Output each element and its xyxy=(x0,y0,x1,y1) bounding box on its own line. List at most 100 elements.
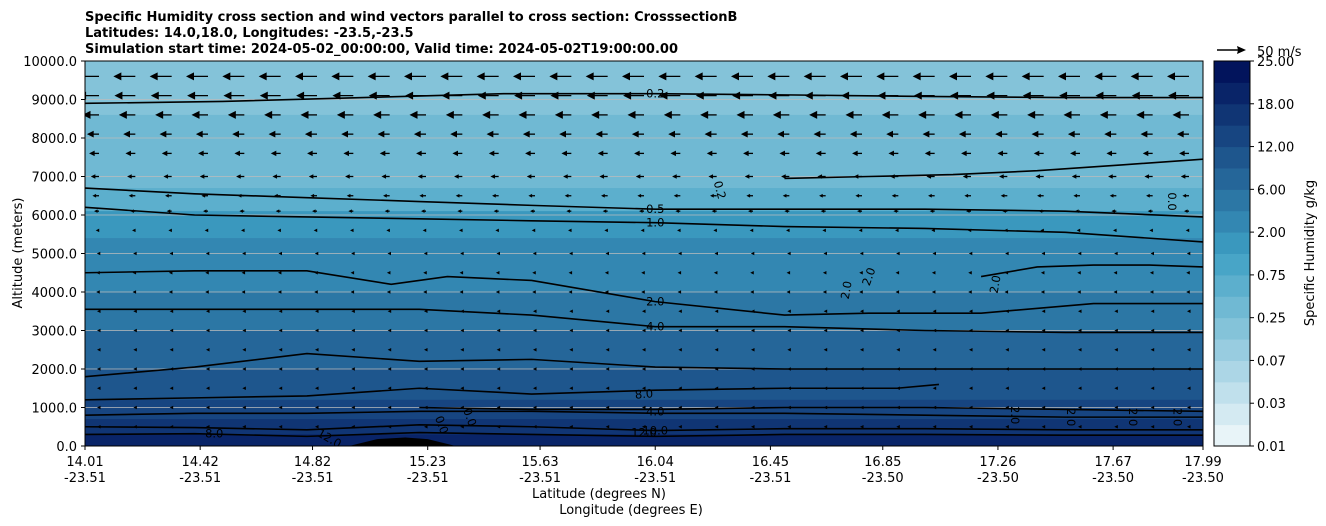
wind-arrow-head-4-15 xyxy=(634,150,640,157)
wind-arrow-head-6-28 xyxy=(1109,193,1114,198)
wind-arrow-head-6-13 xyxy=(564,193,569,198)
wind-arrow-head-13-19 xyxy=(787,328,791,333)
title-line-2: Latitudes: 14.0,18.0, Longitudes: -23.5,… xyxy=(85,26,414,41)
quiver-key: 50 m/s xyxy=(1217,45,1302,60)
wind-arrow-head-16-24 xyxy=(969,386,973,391)
colorbar-segment-17 xyxy=(1214,61,1250,83)
wind-arrow-head-16-26 xyxy=(1041,386,1046,391)
wind-arrow-head-18-5 xyxy=(278,424,283,429)
wind-arrow-head-16-28 xyxy=(1114,386,1118,391)
wind-arrow-head-18-25 xyxy=(1005,424,1009,429)
wind-arrow-head-11-2 xyxy=(168,290,173,294)
x-tick-lon-2: -23.51 xyxy=(292,471,334,486)
wind-arrow-head-8-19 xyxy=(786,228,790,233)
wind-arrow-head-15-26 xyxy=(1041,367,1046,371)
wind-arrow-head-2-7 xyxy=(336,110,345,119)
wind-arrow-head-16-23 xyxy=(932,386,937,391)
wind-arrow-head-18-17 xyxy=(714,424,719,429)
wind-arrow-head-10-19 xyxy=(786,270,791,275)
wind-arrow-head-2-18 xyxy=(736,110,745,119)
wind-arrow-head-17-29 xyxy=(1150,405,1155,410)
wind-arrow-head-13-0 xyxy=(97,328,101,333)
wind-arrow-head-13-13 xyxy=(569,328,573,333)
wind-arrow-head-15-10 xyxy=(460,367,464,371)
contour-label-20: 2.0 xyxy=(1126,408,1140,426)
wind-arrow-head-11-20 xyxy=(822,290,827,294)
contour-line-0.2-0 xyxy=(85,92,1203,105)
wind-arrow-head-10-0 xyxy=(96,270,100,275)
wind-arrow-head-9-20 xyxy=(823,251,827,256)
wind-arrow-head-13-18 xyxy=(751,328,755,333)
wind-arrow-head-11-15 xyxy=(641,290,645,294)
wind-arrow-head-3-25 xyxy=(995,130,1003,138)
wind-arrow-head-15-25 xyxy=(1005,367,1009,371)
wind-arrow-head-0-7 xyxy=(331,72,340,81)
wind-arrow-head-17-22 xyxy=(896,405,900,410)
wind-arrow-head-17-21 xyxy=(860,405,864,410)
wind-arrow-head-18-1 xyxy=(133,424,137,429)
wind-arrow-head-12-27 xyxy=(1078,309,1082,314)
wind-arrow-head-6-0 xyxy=(92,193,97,198)
wind-arrow-head-16-14 xyxy=(605,386,610,391)
contour-label-4: 4.0 xyxy=(646,320,664,334)
wind-arrow-head-11-9 xyxy=(423,290,427,294)
wind-arrow-head-3-7 xyxy=(341,130,349,138)
wind-arrow-head-2-23 xyxy=(918,110,927,119)
x-tick-lat-5: 16.04 xyxy=(637,455,674,470)
wind-arrow-head-4-17 xyxy=(706,150,713,157)
wind-arrow-head-9-2 xyxy=(169,251,173,256)
wind-arrow-head-13-14 xyxy=(605,328,610,333)
wind-arrow-head-15-16 xyxy=(678,367,682,371)
wind-arrow-head-14-27 xyxy=(1078,347,1082,352)
wind-arrow-head-0-28 xyxy=(1094,72,1103,81)
wind-arrow-head-14-7 xyxy=(351,347,355,352)
wind-arrow-head-9-21 xyxy=(859,251,864,256)
wind-arrow-head-1-5 xyxy=(259,91,268,100)
wind-arrow-head-0-26 xyxy=(1021,72,1030,81)
wind-arrow-head-15-24 xyxy=(969,367,973,371)
wind-arrow-head-3-26 xyxy=(1031,130,1039,138)
wind-arrow-head-10-7 xyxy=(350,270,355,275)
wind-arrow-head-13-23 xyxy=(932,328,937,333)
wind-arrow-head-18-16 xyxy=(678,424,682,429)
wind-arrow-head-7-22 xyxy=(893,209,897,213)
wind-arrow-head-5-6 xyxy=(308,174,314,179)
wind-arrow-head-7-13 xyxy=(566,209,570,213)
wind-arrow-head-13-16 xyxy=(678,328,682,333)
wind-arrow-head-4-12 xyxy=(525,150,531,157)
wind-arrow-head-6-12 xyxy=(528,193,533,198)
wind-arrow-head-12-14 xyxy=(605,309,610,314)
wind-arrow-head-7-12 xyxy=(530,209,534,213)
wind-arrow-head-11-21 xyxy=(859,290,863,294)
wind-arrow-head-17-18 xyxy=(751,405,755,410)
wind-arrow-head-15-8 xyxy=(387,367,392,371)
wind-arrow-head-3-1 xyxy=(123,130,131,138)
wind-arrow-head-5-10 xyxy=(454,174,459,179)
wind-arrow-head-12-5 xyxy=(278,309,283,314)
wind-arrow-head-18-8 xyxy=(387,424,392,429)
wind-arrow-head-4-3 xyxy=(198,150,204,157)
wind-arrow-head-18-14 xyxy=(605,424,610,429)
wind-arrow-head-11-4 xyxy=(241,290,246,294)
wind-arrow-head-11-3 xyxy=(205,290,209,294)
wind-arrow-head-10-13 xyxy=(568,270,573,275)
wind-arrow-head-14-13 xyxy=(569,347,573,352)
wind-arrow-head-1-10 xyxy=(441,91,450,100)
contour-line-8.0-9 xyxy=(85,410,1203,418)
wind-arrow-head-11-0 xyxy=(96,290,100,294)
wind-arrow-head-7-3 xyxy=(203,209,207,213)
wind-arrow-head-9-16 xyxy=(678,251,682,256)
wind-arrow-head-8-0 xyxy=(95,228,100,233)
contour-label-18: 2.0 xyxy=(1008,406,1022,424)
x-tick-lat-10: 17.99 xyxy=(1184,455,1221,470)
wind-arrow-head-17-30 xyxy=(1187,405,1191,410)
wind-arrow-head-4-24 xyxy=(961,150,967,157)
wind-arrow-head-16-18 xyxy=(751,386,755,391)
wind-arrow-head-11-12 xyxy=(532,290,536,294)
wind-arrow-head-11-28 xyxy=(1113,290,1118,294)
wind-arrow-head-8-27 xyxy=(1076,228,1081,233)
wind-arrow-head-3-28 xyxy=(1104,130,1112,138)
colorbar-segment-1 xyxy=(1214,403,1250,426)
x-tick-lon-1: -23.51 xyxy=(179,471,221,486)
